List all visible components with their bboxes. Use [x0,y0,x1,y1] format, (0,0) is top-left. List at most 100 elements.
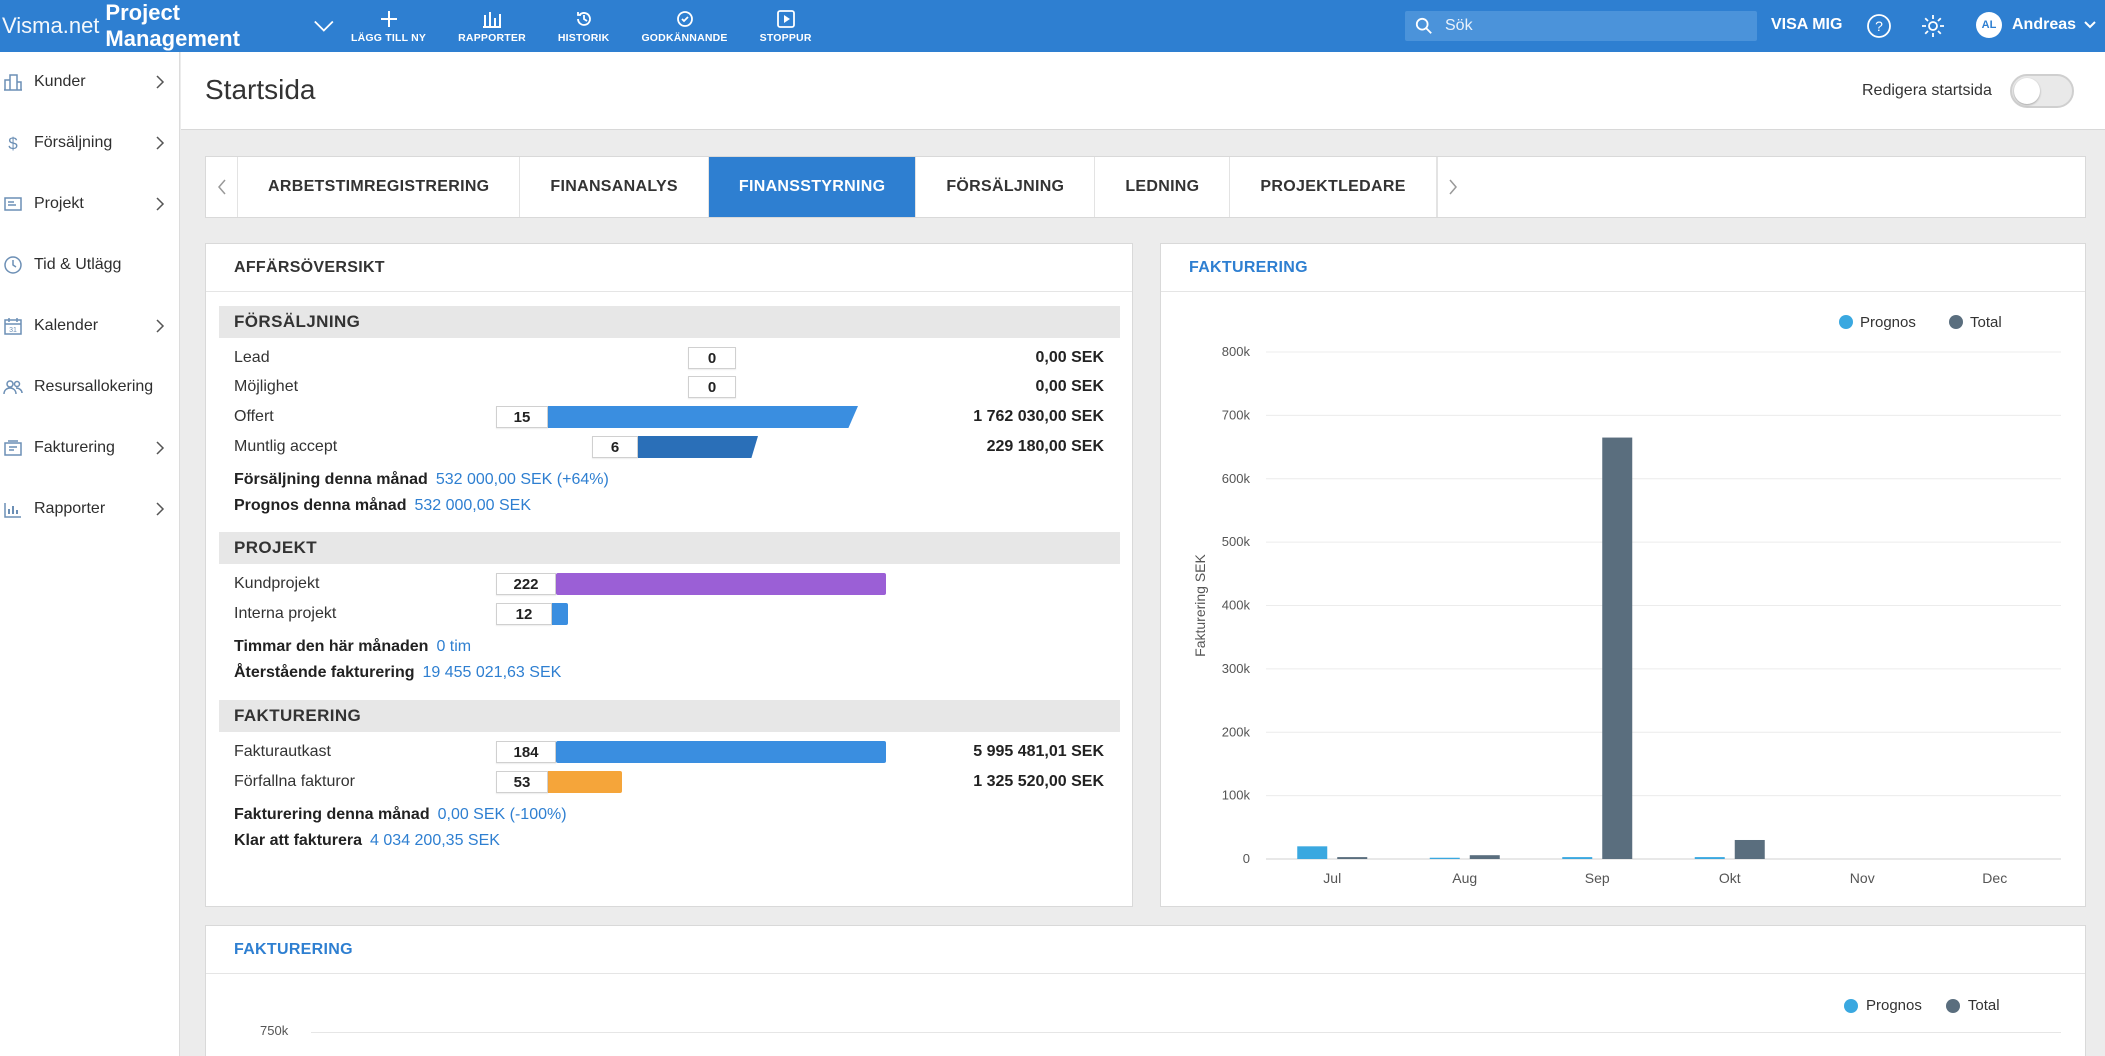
calendar-icon: 31 [2,315,24,337]
row-label-quote: Offert [234,408,274,425]
search-box[interactable] [1405,11,1757,41]
sidebar-item-reports[interactable]: Rapporter [0,489,180,529]
play-icon [776,9,795,28]
add-new-label: LÄGG TILL NY [351,31,427,44]
invoice-drafts-count[interactable]: 184 [496,741,556,763]
bar-total-sep [1602,437,1633,859]
search-input[interactable] [1445,17,1735,35]
y-axis-label: Fakturering SEK [1192,553,1208,656]
stopwatch-button[interactable]: STOPPUR [744,0,828,52]
sales-this-month: Försäljning denna månad 532 000,00 SEK (… [234,469,609,491]
history-icon [576,11,591,26]
legend-dot [1945,998,1960,1013]
row-label-opportunity: Möjlighet [234,378,299,395]
gear-icon[interactable] [1920,13,1946,39]
y-tick-label: 800k [1222,344,1251,359]
invoicing-bar-chart: 0 100k 200k 300k 400k 500k 600k 700k 800k Fakture… [1192,314,2061,886]
chevron-right-icon [156,441,165,455]
summary-value[interactable]: 0 tim [436,638,472,655]
internal-projects-count[interactable]: 12 [496,603,552,625]
sidebar-item-calendar[interactable]: 31 Kalender [0,306,180,346]
tab-financial-analysis[interactable]: FINANSANALYS [520,157,709,217]
chevron-right-icon [1449,179,1458,195]
quote-count[interactable]: 15 [496,406,548,428]
row-label-overdue-invoices: Förfallna fakturor [234,773,355,790]
plus-icon [380,10,397,27]
sidebar-item-sales[interactable]: $ Försäljning [0,123,180,163]
sidebar-item-label: Fakturering [34,439,115,456]
section-heading-sales: FÖRSÄLJNING [219,306,1120,338]
reports-button[interactable]: RAPPORTER [442,0,542,52]
clock-icon [2,254,24,276]
panel-title: FAKTURERING [206,926,2085,974]
opportunity-count[interactable]: 0 [688,376,736,398]
tab-financial-control[interactable]: FINANSSTYRNING [708,157,917,217]
chevron-right-icon [156,319,165,333]
chevron-right-icon [156,136,165,150]
section-heading-invoicing: FAKTURERING [219,700,1120,732]
summary-value[interactable]: 4 034 200,35 SEK [370,832,500,849]
approval-button[interactable]: GODKÄNNANDE [625,0,743,52]
sidebar-item-customers[interactable]: Kunder [0,62,180,102]
user-name: Andreas [2012,16,2077,33]
tab-project-managers[interactable]: PROJEKTLEDARE [1230,157,1437,217]
sidebar-item-projects[interactable]: Projekt [0,184,180,224]
summary-value[interactable]: 19 455 021,63 SEK [422,664,562,681]
summary-value[interactable]: 532 000,00 SEK (+64%) [435,471,609,488]
overdue-invoices-bar[interactable] [546,771,622,793]
tabs-scroll-left[interactable] [206,157,238,217]
y-tick-label: 750k [260,1023,289,1038]
bar-prognos-okt [1694,857,1725,859]
overdue-invoices-count[interactable]: 53 [496,771,548,793]
row-label-lead: Lead [234,349,270,366]
customer-projects-count[interactable]: 222 [496,573,556,595]
show-me-button[interactable]: VISA MIG [1771,16,1843,33]
invoice-drafts-amount: 5 995 481,01 SEK [973,743,1104,760]
customer-projects-bar[interactable] [556,573,886,595]
panel-title: FAKTURERING [1161,244,2085,292]
sidebar-item-time-expenses[interactable]: Tid & Utlägg [0,245,180,285]
quote-funnel-bar[interactable] [538,406,858,428]
chart-legend: Prognos Total [1844,997,2024,1014]
x-tick-label: Dec [1982,870,2007,886]
y-tick-label: 0 [1243,851,1250,866]
invoice-drafts-bar[interactable] [556,741,886,763]
tab-time-registration[interactable]: ARBETSTIMREGISTRERING [238,157,521,217]
sidebar-item-label: Rapporter [34,500,106,517]
bar-prognos-jul [1297,846,1328,859]
verbal-accept-funnel-bar[interactable] [626,436,758,458]
add-new-button[interactable]: LÄGG TILL NY [335,0,442,52]
summary-value[interactable]: 532 000,00 SEK [414,497,532,514]
x-tick-label: Sep [1585,870,1610,886]
edit-home-label: Redigera startsida [1862,82,1992,99]
tab-management[interactable]: LEDNING [1095,157,1231,217]
legend-label: Total [1967,997,2000,1014]
history-button[interactable]: HISTORIK [542,0,626,52]
summary-key: Klar att fakturera [234,832,363,849]
sidebar-item-invoicing[interactable]: Fakturering [0,428,180,468]
verbal-accept-count[interactable]: 6 [592,436,638,458]
dashboard-tabs: ARBETSTIMREGISTRERING FINANSANALYS FINAN… [205,156,2086,218]
tab-sales[interactable]: FÖRSÄLJNING [916,157,1096,217]
legend-label: Prognos [1866,997,1922,1014]
sidebar-item-label: Tid & Utlägg [34,256,122,273]
overdue-invoices-amount: 1 325 520,00 SEK [973,773,1104,790]
help-icon[interactable]: ? [1866,13,1892,39]
bar-total-okt [1734,839,1765,859]
forecast-this-month: Prognos denna månad 532 000,00 SEK [234,495,531,517]
sidebar-item-resource-allocation[interactable]: Resursallokering [0,367,180,407]
quote-amount: 1 762 030,00 SEK [973,408,1104,425]
approval-label: GODKÄNNANDE [641,31,728,44]
summary-value[interactable]: 0,00 SEK (-100%) [437,806,567,823]
legend-item-forecast[interactable]: Prognos [1844,997,1922,1014]
page-header: Startsida Redigera startsida [181,52,2105,130]
legend-item-total[interactable]: Total [1945,997,2000,1014]
app-switcher[interactable]: Visma.net Project Management [0,0,335,52]
svg-text:$: $ [8,134,18,153]
tabs-scroll-right[interactable] [1436,157,1469,217]
sidebar-item-label: Projekt [34,195,84,212]
lead-count[interactable]: 0 [688,347,736,369]
y-tick-label: 300k [1222,661,1251,676]
user-menu[interactable]: AL Andreas [1976,12,2096,38]
edit-home-toggle[interactable] [2010,74,2074,108]
